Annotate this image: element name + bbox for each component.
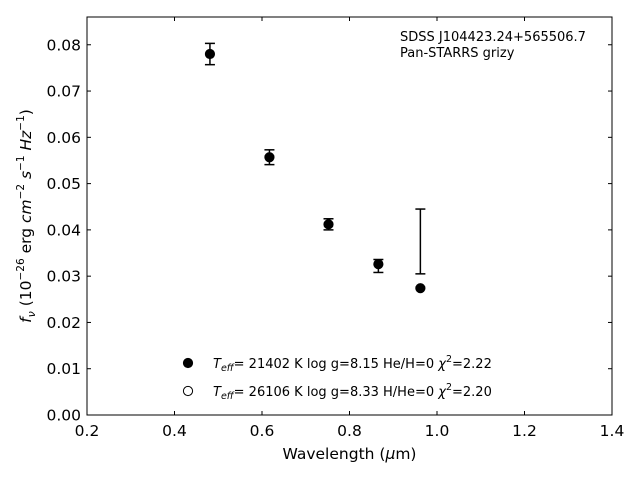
legend-entry-2: Teff= 26106 K log g=8.33 H/He=0 χ2=2.20 (213, 382, 492, 402)
data-point-filled (373, 259, 384, 270)
legend: Teff= 21402 K log g=8.15 He/H=0 χ2=2.22 … (182, 354, 492, 402)
y-tick-label: 0.05 (46, 175, 81, 193)
x-tick-label: 0.6 (250, 422, 275, 440)
annotation-line-2: Pan-STARRS grizy (400, 46, 515, 61)
legend-marker-open (182, 385, 194, 397)
error-bars (204, 42, 426, 275)
y-tick-label: 0.01 (46, 360, 81, 378)
data-points (204, 48, 426, 294)
y-axis-label: fν (10−26 erg cm−2 s−1 Hz−1) (15, 109, 38, 323)
y-tick-label: 0.06 (46, 129, 81, 147)
x-tick-label: 1.2 (512, 422, 537, 440)
y-tick-label: 0.03 (46, 268, 81, 286)
annotation-line-1: SDSS J104423.24+565506.7 (400, 30, 586, 45)
y-tick-label: 0.07 (46, 83, 81, 101)
y-tick-label: 0.08 (46, 36, 81, 54)
axis-ticks (86, 17, 613, 416)
y-tick-label: 0.00 (46, 407, 81, 425)
legend-entry-1: Teff= 21402 K log g=8.15 He/H=0 χ2=2.22 (213, 354, 492, 374)
x-tick-label: 1.4 (600, 422, 625, 440)
data-point-filled (323, 219, 334, 230)
x-tick-label: 0.8 (337, 422, 362, 440)
plot-frame (86, 16, 613, 416)
x-tick-label: 1.0 (425, 422, 450, 440)
y-tick-label: 0.04 (46, 221, 81, 239)
x-tick-label: 0.2 (75, 422, 100, 440)
data-point-filled (415, 283, 426, 294)
y-tick-label: 0.02 (46, 314, 81, 332)
legend-marker-filled (182, 357, 194, 369)
data-point-filled (264, 152, 275, 163)
x-tick-label: 0.4 (162, 422, 187, 440)
axis-tick-labels: 0.2 0.4 0.6 0.8 1.0 1.2 1.4 0.00 0.01 0.02 0.03 0.0… (46, 36, 624, 440)
x-axis-label: Wavelength (μm) (283, 445, 417, 463)
data-point-filled (204, 48, 216, 60)
